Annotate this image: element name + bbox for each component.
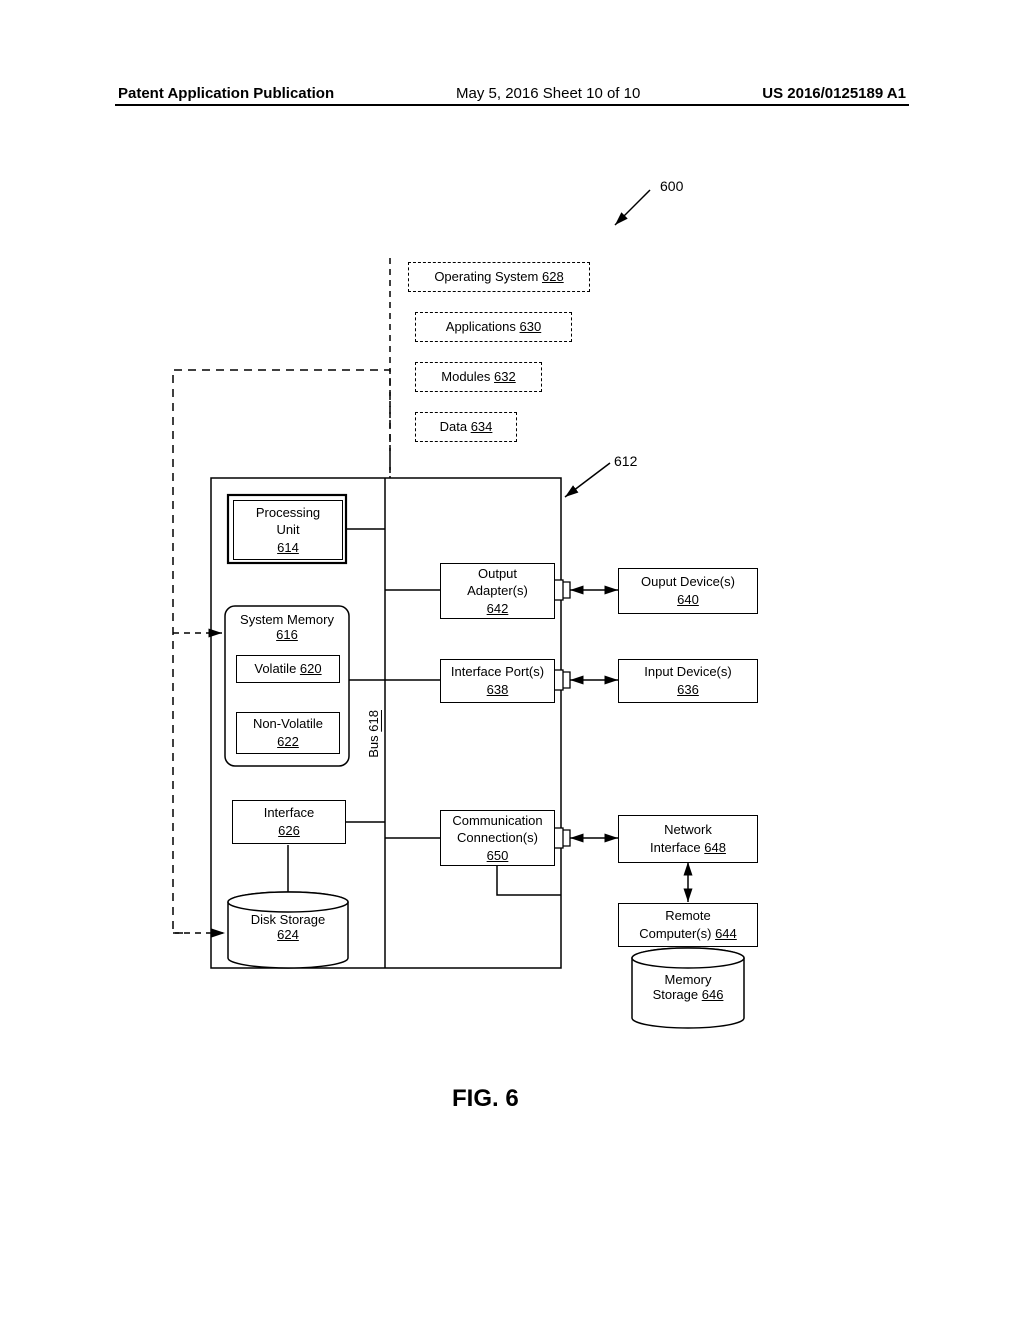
interface-box: Interface 626 — [232, 800, 346, 844]
output-device-box: Ouput Device(s) 640 — [618, 568, 758, 614]
processing-unit-box: Processing Unit 614 — [233, 500, 343, 560]
header-rule — [115, 104, 909, 106]
os-box: Operating System 628 — [408, 262, 590, 292]
input-device-box: Input Device(s) 636 — [618, 659, 758, 703]
bus-label: Bus 618 — [366, 710, 381, 758]
disk-label: Disk Storage 624 — [228, 912, 348, 942]
ref-612: 612 — [614, 453, 637, 469]
interface-port-box: Interface Port(s) 638 — [440, 659, 555, 703]
comm-conn-box: Communication Connection(s) 650 — [440, 810, 555, 866]
apps-box: Applications 630 — [415, 312, 572, 342]
nonvolatile-box: Non-Volatile 622 — [236, 712, 340, 754]
header-left: Patent Application Publication — [118, 85, 334, 102]
header-right: US 2016/0125189 A1 — [762, 85, 906, 102]
modules-box: Modules 632 — [415, 362, 542, 392]
remote-computers-box: Remote Computer(s) 644 — [618, 903, 758, 947]
page-header: Patent Application Publication May 5, 20… — [118, 85, 906, 102]
ref-600: 600 — [660, 178, 683, 194]
figure-label: FIG. 6 — [452, 1085, 519, 1113]
sysmem-label: System Memory 616 — [225, 612, 349, 642]
memstorage-label: Memory Storage 646 — [632, 972, 744, 1002]
data-box: Data 634 — [415, 412, 517, 442]
output-adapter-box: Output Adapter(s) 642 — [440, 563, 555, 619]
network-interface-box: Network Interface 648 — [618, 815, 758, 863]
volatile-box: Volatile 620 — [236, 655, 340, 683]
header-center: May 5, 2016 Sheet 10 of 10 — [456, 85, 640, 102]
